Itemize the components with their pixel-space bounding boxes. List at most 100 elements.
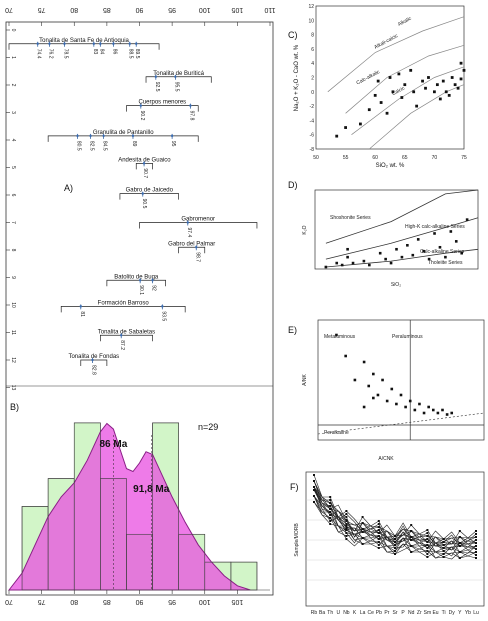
sample-profile xyxy=(313,480,477,545)
kde-curve xyxy=(7,422,251,591)
y-tick-label: 0 xyxy=(311,90,314,96)
data-point xyxy=(367,384,371,388)
age-point xyxy=(63,42,66,45)
sample-point xyxy=(377,529,380,531)
data-point xyxy=(433,90,436,94)
field-label: Calc-alkaline Series xyxy=(420,249,465,255)
element-tick-label: U xyxy=(336,610,340,616)
data-point xyxy=(422,249,425,253)
peak-label: 91,8 Ma xyxy=(133,484,170,495)
x-tick-label: 85 xyxy=(103,598,111,605)
sample-count: n=29 xyxy=(198,422,218,432)
element-tick-label: Eu xyxy=(432,610,438,616)
range-chart-A: 70 75 80 85 90 95 100 105 110012345678910111213A… xyxy=(5,6,276,390)
unit-bracket xyxy=(145,76,212,83)
y-axis-label: K₂O xyxy=(302,225,308,234)
data-point xyxy=(441,79,445,83)
sample-point xyxy=(377,535,380,537)
sample-point xyxy=(345,532,348,534)
sample-point xyxy=(361,531,364,533)
age-label: 88.5 xyxy=(128,49,134,59)
plot-frame xyxy=(315,5,465,150)
data-point xyxy=(412,90,416,94)
x-tick-label: 95 xyxy=(168,598,176,605)
y-tick-label: 6 xyxy=(311,47,314,53)
sample-point xyxy=(442,553,445,555)
element-tick-label: Sr xyxy=(393,610,398,616)
age-point xyxy=(92,42,96,45)
data-point xyxy=(441,408,444,412)
peak-label: 86 Ma xyxy=(100,439,128,450)
age-point xyxy=(161,305,164,308)
data-point xyxy=(351,261,355,265)
x-tick-label: 70 xyxy=(5,598,13,605)
x-tick-label: 75 xyxy=(38,598,46,605)
sample-point xyxy=(345,520,348,522)
age-point xyxy=(170,134,174,138)
sample-profile xyxy=(313,489,477,547)
data-point xyxy=(376,79,380,83)
sample-point xyxy=(329,511,332,513)
unit-bracket xyxy=(47,135,199,142)
age-label: 90.2 xyxy=(139,111,145,121)
data-point xyxy=(415,104,419,108)
age-point xyxy=(151,279,154,282)
data-point xyxy=(456,86,460,90)
sample-point xyxy=(377,520,380,522)
data-point xyxy=(403,83,407,87)
field-label: Peraluminous xyxy=(392,334,423,340)
sample-point xyxy=(475,542,477,544)
y-axis-label: A/NK xyxy=(302,374,308,386)
age-point xyxy=(186,221,189,224)
sample-profile xyxy=(313,486,477,544)
sample-point xyxy=(442,544,445,546)
y-tick-label: 2 xyxy=(311,76,314,82)
data-point xyxy=(367,108,371,112)
data-point xyxy=(324,265,328,269)
x-tick-label: 65 xyxy=(402,155,408,161)
sample-point xyxy=(410,524,413,526)
x-tick-label: 105 xyxy=(231,598,243,605)
age-point xyxy=(174,75,177,78)
field-label: High-K calc-alkaline Series xyxy=(405,224,465,230)
sample-point xyxy=(475,551,477,553)
data-point xyxy=(389,261,393,265)
sample-point xyxy=(394,544,396,546)
scatter-E: Metaluminous Peraluminous Peralkaline A/CNK… xyxy=(288,319,485,462)
y-tick-label: -8 xyxy=(310,147,315,153)
data-point xyxy=(372,372,375,376)
sample-point xyxy=(442,556,445,558)
unit-bracket xyxy=(178,246,206,254)
field-label: Tholeiite Series xyxy=(428,260,463,266)
data-point xyxy=(424,86,427,90)
sample-point xyxy=(394,550,396,552)
age-label: 92 xyxy=(151,285,157,291)
element-tick-label: Rb xyxy=(311,610,318,616)
age-label: 74.4 xyxy=(36,49,42,59)
y-axis-label: Sample/MORB xyxy=(294,523,300,557)
unit-bracket xyxy=(8,43,160,50)
data-point xyxy=(408,399,412,403)
sample-point xyxy=(458,542,461,544)
data-point xyxy=(390,387,394,391)
age-label: 86 xyxy=(111,49,117,55)
sample-point xyxy=(410,551,413,553)
age-label: 95 xyxy=(170,141,176,147)
sample-point xyxy=(442,541,445,543)
sample-point xyxy=(394,541,396,543)
plot-frame xyxy=(305,471,485,607)
sample-point xyxy=(458,545,461,547)
field-label: Metaluminous xyxy=(324,334,356,340)
age-point xyxy=(36,42,39,45)
unit-name: Gabromenor xyxy=(181,217,215,223)
data-point xyxy=(378,251,382,255)
data-point xyxy=(344,354,347,358)
unit-bracket xyxy=(100,334,153,342)
panel-label-A: A) xyxy=(64,183,73,193)
sample-point xyxy=(345,538,348,540)
y-tick-label: 10 xyxy=(308,18,314,24)
data-point xyxy=(362,259,366,263)
top-tick-label: 100 xyxy=(199,6,211,13)
data-point xyxy=(416,238,420,241)
unit-name: Batolito de Buga xyxy=(114,274,159,280)
